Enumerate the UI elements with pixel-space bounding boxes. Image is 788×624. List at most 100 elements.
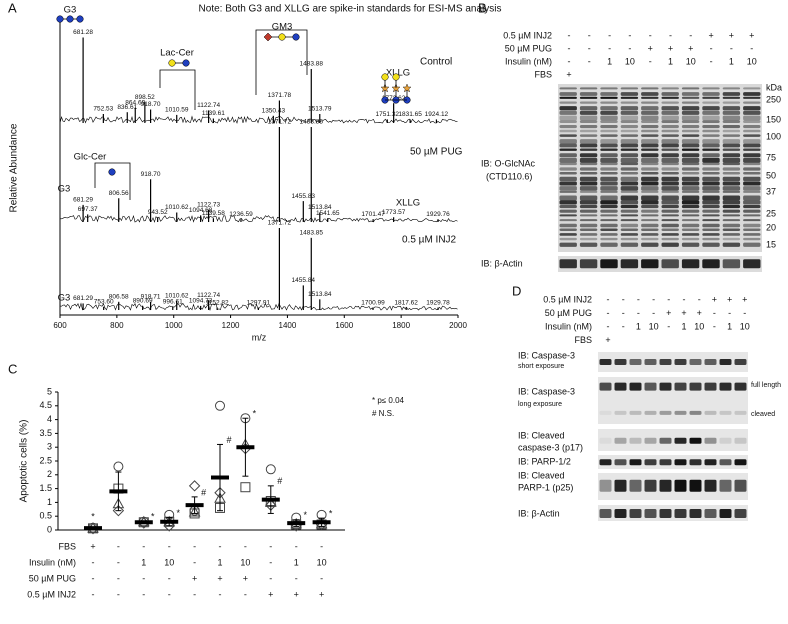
blot-band: [702, 228, 720, 231]
peak-label: 836.61: [117, 104, 137, 111]
blot-band: [559, 172, 577, 175]
blot-band: [743, 139, 761, 145]
blot-band: [681, 176, 700, 182]
legend-note: # N.S.: [372, 409, 394, 418]
blot-band: [719, 479, 732, 492]
blot-band: [702, 181, 720, 186]
blot-band: [600, 115, 618, 121]
blot-band: [681, 143, 700, 148]
glycan-symbol: [278, 33, 286, 41]
blot-band: [702, 233, 720, 236]
blot-band: [689, 359, 702, 365]
blot-band: [743, 204, 761, 209]
marker-label: 20: [766, 222, 776, 232]
peak-label: 1513.79: [308, 106, 332, 113]
blot-band: [661, 139, 679, 145]
blot-band: [734, 459, 747, 466]
blot-band: [681, 124, 700, 129]
peak-label: 943.52: [148, 209, 168, 216]
row-label: FBS: [574, 335, 592, 345]
blot-band: [641, 143, 659, 148]
peak-label: 1924.12: [425, 111, 449, 118]
blot-band: [743, 143, 761, 148]
blot-band: [641, 204, 659, 209]
blot-band: [620, 106, 639, 111]
blot-band: [600, 153, 618, 158]
peak-label: 1751.32: [376, 111, 400, 118]
blot-band: [579, 167, 598, 171]
point: [265, 464, 276, 475]
blot-band: [600, 139, 618, 145]
blot-band: [644, 359, 657, 365]
lane-symbol: 1: [294, 557, 299, 567]
peak-label: 1455.83: [292, 193, 316, 200]
blot-band: [661, 129, 679, 133]
blot-band: [600, 242, 618, 247]
blot-band: [600, 186, 618, 191]
annotation: GM3: [272, 22, 293, 33]
blot-band: [681, 190, 700, 193]
blot-band: [681, 233, 700, 236]
blot-band: [620, 115, 639, 121]
blot-band: [579, 242, 598, 247]
blot-band: [579, 209, 598, 213]
blot-band: [641, 124, 659, 129]
blot-band: [559, 204, 577, 209]
panel-letter: C: [8, 361, 17, 376]
lane-symbol: -: [295, 541, 298, 551]
blot-band: [600, 96, 618, 99]
blot-band: [559, 214, 577, 217]
row-label: 50 µM PUG: [29, 573, 76, 583]
blot-band: [661, 233, 679, 236]
blot-band: [599, 382, 612, 391]
lane-symbol: -: [269, 541, 272, 551]
row-label: 50 µM PUG: [505, 43, 552, 53]
peak-label: 1010.62: [165, 293, 189, 300]
blot-band: [674, 437, 687, 444]
blot-band: [620, 134, 639, 137]
peak-label: 1236.59: [229, 211, 253, 218]
lane-symbol: +: [268, 589, 273, 599]
lane-symbol: 1: [729, 56, 734, 66]
blot-band: [661, 219, 679, 222]
blot-band: [702, 219, 720, 222]
peak-label: 1773.57: [382, 209, 406, 216]
blot-label: short exposure: [518, 363, 564, 370]
band-label: full length: [751, 382, 781, 389]
blot-band: [620, 143, 639, 148]
blot-band: [600, 195, 618, 201]
blot-band: [641, 129, 659, 133]
blot-band: [620, 214, 639, 217]
x-tick-label: 1600: [335, 321, 353, 330]
blot-band: [641, 106, 659, 111]
blot-band: [661, 181, 679, 186]
annotation: G3: [58, 184, 71, 195]
blot-band: [559, 120, 577, 124]
peak-label: 1831.65: [398, 111, 422, 118]
blot-band: [579, 181, 598, 186]
trace-name: Control: [420, 57, 452, 68]
marker-label: 25: [766, 208, 776, 218]
x-tick-label: 1200: [222, 321, 240, 330]
x-tick-label: 600: [53, 321, 67, 330]
peak-label: 1483.88: [300, 61, 324, 68]
lane-symbol: -: [320, 573, 323, 583]
blot-band: [743, 148, 761, 151]
blot-band: [641, 228, 659, 231]
blot-band: [641, 148, 659, 151]
glycan-symbol: [402, 83, 412, 93]
blot-band: [559, 92, 577, 96]
blot-band: [702, 148, 720, 151]
blot-band: [704, 479, 717, 492]
blot-band: [641, 153, 659, 158]
blot-band: [722, 204, 741, 209]
lane-symbol: 10: [240, 557, 250, 567]
blot-band: [559, 219, 577, 222]
blot-band: [681, 186, 700, 191]
lane-symbol: -: [320, 541, 323, 551]
glycan-symbol: [263, 32, 273, 42]
peak-label: 1701.47: [361, 211, 385, 218]
blot-band: [600, 237, 618, 241]
blot-band: [743, 120, 761, 124]
blot-band: [559, 181, 577, 186]
